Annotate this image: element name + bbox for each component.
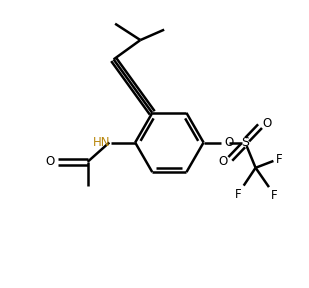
Text: F: F xyxy=(276,153,282,166)
Text: O: O xyxy=(46,155,55,168)
Text: HN: HN xyxy=(92,136,110,149)
Text: O: O xyxy=(224,136,234,149)
Text: F: F xyxy=(235,188,242,201)
Text: F: F xyxy=(271,189,278,202)
Text: O: O xyxy=(262,117,272,130)
Text: O: O xyxy=(219,155,228,168)
Text: S: S xyxy=(241,136,249,149)
